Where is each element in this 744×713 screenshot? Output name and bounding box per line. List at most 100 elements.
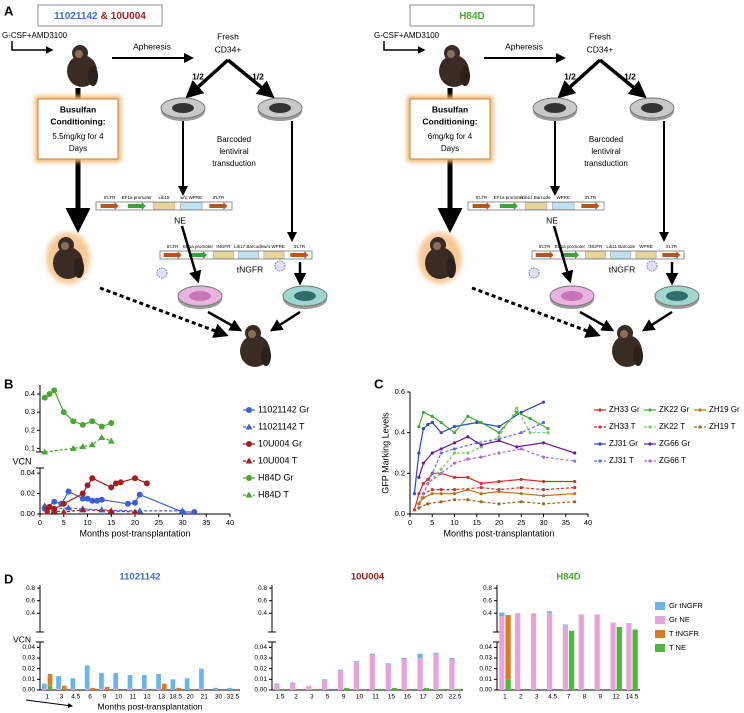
label: Apheresis (505, 41, 543, 51)
cells (544, 103, 566, 113)
monkey-arm (88, 66, 98, 86)
virus (646, 260, 658, 272)
series-line (418, 407, 548, 505)
point (51, 387, 58, 394)
point (65, 504, 72, 511)
point (84, 495, 91, 502)
point (79, 495, 86, 502)
label: Days (441, 144, 459, 153)
x-tick-label: 3 (310, 694, 314, 701)
promoter (499, 202, 518, 210)
ltr (209, 202, 228, 210)
point (519, 492, 523, 496)
point (452, 488, 457, 492)
legend-marker (246, 407, 252, 413)
ltr (535, 251, 554, 259)
bar (337, 670, 344, 690)
bar (385, 663, 391, 665)
point (107, 437, 115, 444)
vector-element-label: 3'LTR (585, 195, 597, 200)
point (541, 479, 546, 484)
y-tick-label: 0.4 (26, 610, 35, 617)
legend-label: ZH19 T (709, 422, 736, 431)
label: transduction (212, 159, 256, 168)
x-axis-label: Months post-transplantation (98, 701, 203, 711)
bar (47, 674, 53, 686)
point (191, 508, 198, 515)
bar (594, 614, 600, 690)
bar (369, 654, 375, 690)
vector-element (610, 251, 632, 259)
bar (433, 652, 439, 654)
y-tick-label: 0.00 (479, 687, 492, 694)
split-arrow (226, 58, 275, 99)
point (98, 496, 105, 503)
y-tick-label: 0.4 (395, 428, 405, 437)
point (113, 480, 119, 487)
x-tick-label: 11 (372, 694, 379, 701)
legend-marker (245, 491, 253, 498)
point (479, 500, 483, 504)
point (46, 391, 53, 398)
x-tick-label: 4.5 (71, 694, 80, 701)
x-tick-label: 14.5 (626, 694, 639, 701)
arrow (552, 225, 574, 284)
label: Barcoded (217, 135, 251, 144)
legend-label: ZJ31 T (609, 456, 634, 465)
ltr (662, 251, 681, 259)
point (426, 481, 430, 486)
series-line (418, 436, 575, 478)
arrow (269, 310, 301, 332)
cells (641, 103, 663, 113)
x-tick-label: 17 (420, 694, 428, 701)
point (88, 441, 96, 448)
x-tick-label: 15 (107, 518, 115, 527)
legend-marker (598, 408, 602, 412)
legend-marker (598, 459, 602, 463)
bar (433, 653, 439, 690)
bar (321, 680, 328, 690)
y-tick-label: 0.4 (25, 389, 35, 398)
conditioning-box (409, 98, 491, 160)
point (479, 420, 483, 425)
bar (176, 687, 181, 690)
x-tick-label: 11 (129, 694, 136, 701)
legend-marker (246, 441, 252, 447)
legend-marker (648, 442, 652, 446)
panel-label: C (374, 376, 384, 391)
bar (290, 682, 296, 684)
legend-marker (698, 425, 702, 429)
point (573, 485, 577, 490)
point (439, 451, 443, 455)
point (528, 431, 532, 435)
point (421, 410, 425, 414)
bar (274, 683, 280, 685)
bar (213, 687, 219, 690)
label: CD34+ (215, 44, 242, 54)
point (143, 480, 150, 487)
legend-marker (245, 457, 253, 464)
vector-element-label: Lib17 Barcode (234, 244, 264, 249)
label: Busulfan (60, 104, 96, 114)
x-tick-label: 0 (408, 518, 412, 527)
point (479, 443, 483, 447)
arrow (383, 41, 426, 54)
bar (578, 614, 584, 690)
point (439, 431, 443, 435)
y-tick-label: 0.02 (479, 665, 492, 672)
label: Conditioning: (50, 116, 105, 126)
point (541, 455, 546, 459)
label: Days (69, 144, 87, 153)
vector-element-label: tNGFR (588, 244, 603, 249)
point (430, 492, 434, 496)
axis-arrow (25, 699, 73, 708)
cells (666, 291, 688, 301)
bar (156, 688, 161, 690)
bar (385, 664, 391, 690)
x-tick-label: 15 (473, 518, 481, 527)
bar (417, 658, 423, 690)
point (452, 461, 457, 465)
vector-element (635, 251, 657, 259)
bar (312, 688, 318, 690)
x-tick-label: 5 (430, 518, 434, 527)
